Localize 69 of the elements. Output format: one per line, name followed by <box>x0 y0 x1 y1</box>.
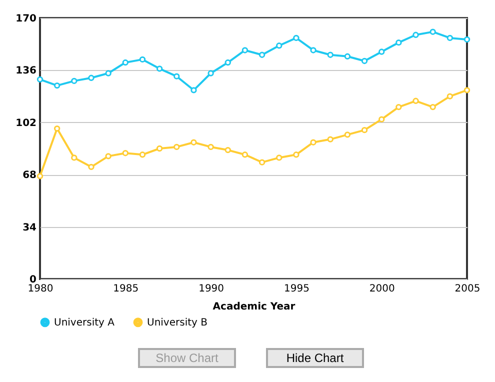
point <box>276 154 282 161</box>
point <box>174 73 180 80</box>
point <box>430 104 436 110</box>
point <box>105 70 112 76</box>
point <box>293 152 300 158</box>
point <box>88 164 94 170</box>
point <box>412 98 419 104</box>
point <box>105 153 112 160</box>
point <box>378 48 385 55</box>
y-tick-label: 0 <box>30 274 37 286</box>
point <box>224 146 231 154</box>
point <box>190 139 197 146</box>
point <box>208 144 214 150</box>
point <box>71 154 78 161</box>
point <box>327 52 334 58</box>
point <box>122 150 128 156</box>
point <box>361 58 368 64</box>
point <box>242 47 248 54</box>
point <box>54 125 60 132</box>
x-tick-label: 1990 <box>198 284 224 294</box>
point <box>224 59 231 66</box>
legend-label: University B <box>147 317 208 328</box>
point <box>310 47 316 54</box>
point <box>344 132 351 138</box>
point <box>464 36 470 43</box>
y-tick-label: 170 <box>16 14 37 24</box>
point <box>412 32 419 38</box>
y-tick-label: 34 <box>22 222 37 234</box>
x-axis-title: Academic Year <box>212 302 296 312</box>
y-tick-label: 136 <box>16 66 37 77</box>
point <box>361 126 368 134</box>
x-tick-label: 1995 <box>284 284 310 294</box>
point <box>208 70 214 76</box>
point <box>344 53 351 60</box>
point <box>446 34 454 42</box>
point <box>174 144 180 150</box>
point <box>464 87 470 94</box>
point <box>36 173 44 180</box>
chart-toggle-button: Hide Chart <box>266 348 364 368</box>
point <box>139 152 146 158</box>
x-tick-label: 1985 <box>113 284 139 294</box>
y-tick-label: 68 <box>22 170 37 182</box>
point <box>276 42 282 49</box>
point <box>190 87 197 94</box>
x-tick-label: 2005 <box>454 284 480 294</box>
point <box>293 34 300 42</box>
legend-label: University A <box>54 317 115 328</box>
point <box>242 152 248 158</box>
point <box>54 82 60 89</box>
point <box>310 139 316 146</box>
point <box>122 59 128 66</box>
point <box>156 145 163 152</box>
point <box>88 74 94 81</box>
point <box>396 104 402 110</box>
point <box>139 56 146 63</box>
point <box>258 159 266 166</box>
point <box>36 76 44 82</box>
point <box>378 116 385 122</box>
point <box>446 93 454 100</box>
point <box>396 39 402 46</box>
point <box>258 52 266 58</box>
point <box>71 78 78 84</box>
point <box>156 66 163 72</box>
y-tick-label: 102 <box>16 118 37 129</box>
x-tick-label: 2000 <box>369 284 395 294</box>
x-tick-label: 1980 <box>28 284 54 294</box>
chart-toggle-button: Show Chart <box>138 348 236 368</box>
point <box>430 28 436 35</box>
point <box>327 136 334 142</box>
